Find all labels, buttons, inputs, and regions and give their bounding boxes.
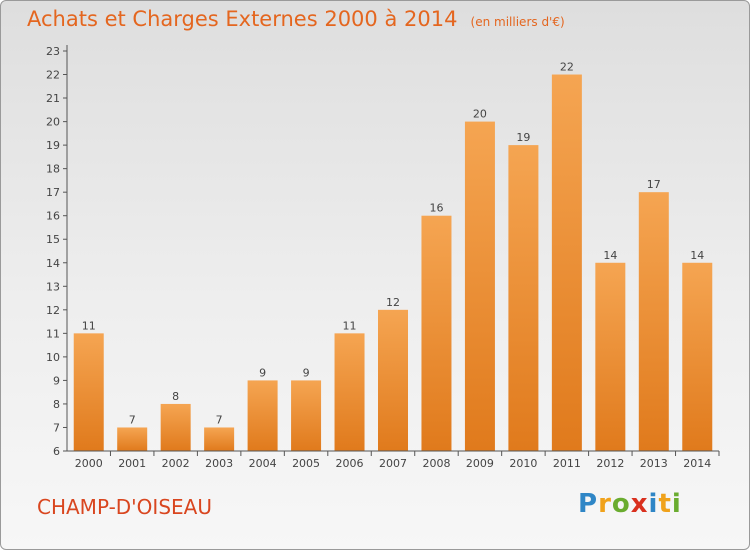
logo-letter: i: [671, 489, 682, 519]
bar-2012: [595, 262, 626, 451]
data-label-2006: 11: [343, 319, 357, 332]
bar-2010: [508, 145, 539, 451]
bar-2005: [291, 380, 322, 451]
bar-2004: [247, 380, 278, 451]
data-label-2011: 22: [560, 61, 574, 74]
data-label-2002: 8: [172, 390, 179, 403]
bar-2009: [464, 121, 495, 452]
x-axis: 2000 2001 2002 2003 2004 2005 2006 2007 2008 2009…: [67, 450, 720, 470]
data-label-2009: 20: [473, 108, 487, 121]
data-label-2012: 14: [603, 249, 617, 262]
y-tick-label: 18: [46, 163, 60, 176]
bar-2008: [421, 215, 452, 451]
bar-2013: [638, 192, 669, 452]
y-axis: 6 7 8 9 10 11 12 13 14 15 16 17 18 19 20 21 22 23: [46, 45, 68, 458]
bar-2003: [204, 427, 235, 451]
x-tick-label: 2003: [205, 457, 233, 470]
logo-letter: o: [611, 489, 631, 519]
x-tick-label: 2010: [509, 457, 537, 470]
bar-2002: [160, 403, 191, 451]
bar-2000: [73, 333, 104, 451]
bar-2007: [378, 309, 408, 451]
x-tick-label: 2012: [596, 457, 624, 470]
x-tick-label: 2007: [379, 457, 407, 470]
x-tick-label: 2013: [640, 457, 668, 470]
y-tick-label: 8: [53, 398, 60, 411]
y-tick-label: 9: [53, 374, 60, 387]
y-tick-label: 11: [46, 327, 60, 340]
y-tick-label: 23: [46, 45, 60, 58]
y-tick-label: 14: [46, 257, 60, 270]
y-tick-label: 13: [46, 280, 60, 293]
y-tick-label: 15: [46, 233, 60, 246]
data-label-2004: 9: [259, 366, 266, 379]
bar-2011: [551, 74, 582, 451]
y-tick-label: 17: [46, 186, 60, 199]
x-tick-label: 2014: [683, 457, 711, 470]
x-tick-label: 2000: [75, 457, 103, 470]
logo-letter: x: [630, 489, 649, 519]
x-tick-label: 2002: [162, 457, 190, 470]
x-tick-label: 2006: [336, 457, 364, 470]
data-label-2013: 17: [647, 178, 661, 191]
y-tick-label: 19: [46, 139, 60, 152]
logo-letter: i: [648, 489, 659, 519]
y-tick-label: 7: [53, 421, 60, 434]
x-tick-label: 2005: [292, 457, 320, 470]
data-label-2001: 7: [129, 413, 136, 426]
x-tick-label: 2011: [553, 457, 581, 470]
logo-letter: P: [578, 489, 599, 519]
chart-unit: (en milliers d'€): [470, 15, 565, 29]
data-label-2014: 14: [690, 249, 704, 262]
x-tick-label: 2008: [422, 457, 450, 470]
x-tick-label: 2001: [118, 457, 146, 470]
y-tick-label: 16: [46, 210, 60, 223]
x-tick-label: 2004: [249, 457, 277, 470]
bars-group: 11 7 8 7 9 9 11 12 16 20 19 22 14 17 14: [73, 61, 713, 452]
chart-title: Achats et Charges Externes 2000 à 2014: [27, 7, 458, 31]
town-name: CHAMP-D'OISEAU: [37, 495, 212, 519]
data-label-2007: 12: [386, 296, 400, 309]
data-label-2003: 7: [216, 413, 223, 426]
x-tick-label: 2009: [466, 457, 494, 470]
bar-2001: [117, 427, 148, 451]
data-label-2005: 9: [303, 366, 310, 379]
y-tick-label: 6: [53, 445, 60, 458]
logo-letter: r: [598, 489, 612, 519]
y-tick-label: 21: [46, 92, 60, 105]
y-tick-label: 12: [46, 304, 60, 317]
chart-title-block: Achats et Charges Externes 2000 à 2014 (…: [27, 7, 565, 31]
data-label-2008: 16: [429, 202, 443, 215]
bar-2006: [334, 333, 365, 451]
logo-letter: t: [658, 489, 672, 519]
y-tick-label: 22: [46, 69, 60, 82]
data-label-2010: 19: [516, 131, 530, 144]
proxiti-logo: Proxiti: [578, 489, 682, 519]
bar-2014: [682, 262, 713, 451]
y-tick-label: 10: [46, 351, 60, 364]
y-tick-label: 20: [46, 116, 60, 129]
data-label-2000: 11: [82, 319, 96, 332]
